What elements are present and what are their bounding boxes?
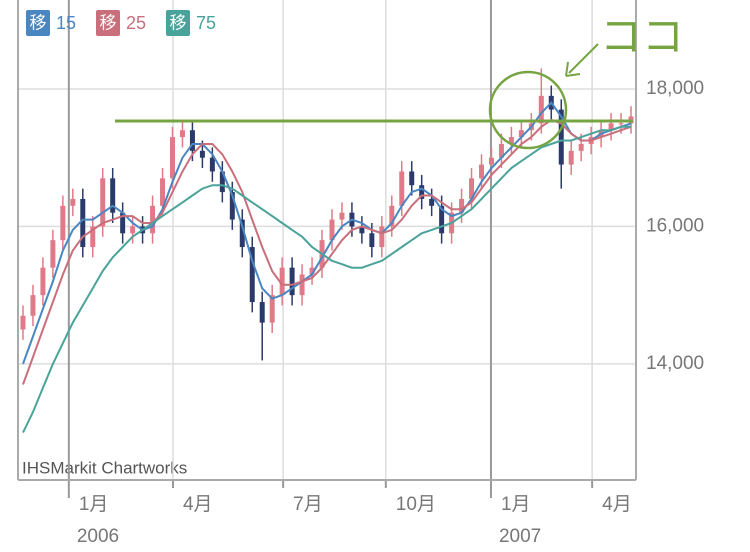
candle-body xyxy=(439,205,445,234)
annotation-circle xyxy=(488,70,568,150)
candle-body xyxy=(538,95,544,124)
candle-body xyxy=(279,267,285,296)
candle-body xyxy=(209,157,215,172)
candle-body xyxy=(479,164,484,179)
candle-body xyxy=(100,178,106,227)
candle-body xyxy=(219,171,225,193)
candle-body xyxy=(110,178,116,213)
candle-body xyxy=(329,219,335,241)
moving-average-line xyxy=(22,118,632,385)
candle-body xyxy=(30,295,36,316)
candle-body xyxy=(299,274,305,296)
annotation-arrow xyxy=(568,43,599,74)
legend-label: 25 xyxy=(126,13,146,33)
candle-body xyxy=(459,198,465,213)
candle-body xyxy=(488,157,494,165)
candle-body xyxy=(289,267,295,296)
legend-badge xyxy=(26,10,50,36)
candle-body xyxy=(170,137,175,179)
candle-body xyxy=(90,226,96,248)
candle-body xyxy=(189,130,195,151)
candle-body xyxy=(508,137,514,144)
candle-body xyxy=(249,247,255,303)
candle-body xyxy=(229,192,235,220)
candle-body xyxy=(40,267,46,296)
candle-body xyxy=(339,212,345,220)
annotation-text: ココ xyxy=(600,13,684,60)
candle-body xyxy=(120,212,126,234)
candle-body xyxy=(419,185,425,199)
y-tick-label: 18,000 xyxy=(646,78,704,99)
candle-body xyxy=(568,150,574,165)
x-tick-label: 1月 xyxy=(79,494,109,515)
candle-body xyxy=(50,240,56,268)
annotation-arrowhead xyxy=(565,61,581,77)
candle-body xyxy=(578,143,584,151)
candle-body xyxy=(409,171,415,186)
candle-body xyxy=(469,178,475,199)
legend-badge-text: 移 xyxy=(100,13,117,32)
legend-badge-text: 移 xyxy=(30,13,47,32)
candle-body xyxy=(608,123,614,131)
candle-body xyxy=(369,233,375,248)
y-tick-label: 16,000 xyxy=(646,215,704,236)
candle-body xyxy=(70,198,76,206)
legend-label: 75 xyxy=(196,13,216,33)
candle-body xyxy=(80,198,86,248)
x-tick-label: 4月 xyxy=(602,494,632,515)
candle-body xyxy=(518,130,524,138)
candle-body xyxy=(429,198,435,206)
candle-body xyxy=(379,226,385,248)
year-label: 2007 xyxy=(499,526,541,547)
legend-badge xyxy=(166,10,190,36)
source-credit: IHSMarkit Chartworks xyxy=(22,458,187,477)
candle-body xyxy=(199,150,205,158)
x-tick-label: 7月 xyxy=(293,494,323,515)
candle-body xyxy=(269,295,275,323)
candle-body xyxy=(160,178,166,206)
candle-body xyxy=(239,219,245,248)
legend-badge-text: 移 xyxy=(170,13,187,32)
candle-body xyxy=(389,205,395,227)
candle-body xyxy=(259,302,265,323)
x-tick-label: 1月 xyxy=(501,494,531,515)
candle-body xyxy=(498,143,504,158)
candle-body xyxy=(359,226,365,234)
moving-average-line xyxy=(22,101,632,365)
candle-body xyxy=(150,205,156,234)
year-label: 2006 xyxy=(77,526,119,547)
candle-body xyxy=(618,123,624,125)
moving-average-line xyxy=(22,125,631,434)
legend-badge xyxy=(96,10,120,36)
x-tick-label: 10月 xyxy=(396,494,436,515)
candle-body xyxy=(60,205,66,241)
x-tick-label: 4月 xyxy=(183,494,213,515)
candle-body xyxy=(20,315,26,330)
candle-body xyxy=(558,109,564,165)
candle-body xyxy=(179,130,185,138)
legend-label: 15 xyxy=(56,13,76,33)
y-tick-label: 14,000 xyxy=(646,353,704,374)
candle-body xyxy=(399,171,405,206)
candle-body xyxy=(309,267,315,275)
candle-body xyxy=(130,226,136,234)
